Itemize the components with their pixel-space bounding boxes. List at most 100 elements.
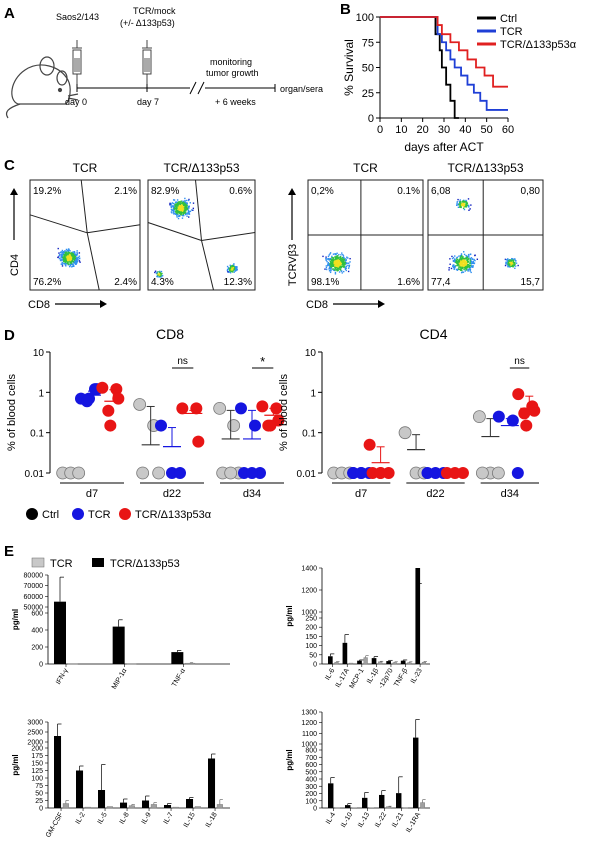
- flow-event-dot: [329, 260, 332, 263]
- panel-e: E TCR TCR/Δ133p53 0200400600500006000070…: [4, 543, 430, 839]
- flow-event-dot: [79, 261, 81, 263]
- flow-event-dot: [158, 276, 160, 278]
- flow-event-dot: [329, 270, 331, 272]
- flow-event-dot: [462, 258, 465, 261]
- y-tick-label: 2500: [27, 730, 43, 737]
- flow-event-dot: [459, 205, 461, 207]
- flow-event-dot: [70, 260, 72, 263]
- flow-event-dot: [333, 263, 335, 265]
- syringe-icon: [142, 40, 152, 84]
- flow-event-dot: [465, 265, 468, 267]
- flow-event-dot: [456, 256, 459, 258]
- flow-event-dot: [327, 255, 330, 258]
- flow-event-dot: [182, 206, 184, 208]
- x-tick-label: -12p70: [378, 667, 395, 689]
- data-point-d133: [363, 438, 376, 451]
- flow-event-dot: [181, 209, 183, 212]
- flow-event-dot: [182, 214, 185, 217]
- flow-event-dot: [57, 256, 60, 258]
- flow-event-dot: [340, 266, 342, 269]
- flow-event-dot: [173, 211, 175, 214]
- flow-event-dot: [57, 256, 59, 259]
- flow-event-dot: [182, 203, 185, 205]
- flow-event-dot: [61, 249, 64, 252]
- bar-tcr-d133: [328, 783, 334, 808]
- flow-event-dot: [70, 257, 73, 260]
- flow-event-dot: [331, 255, 333, 258]
- flow-event-dot: [448, 267, 450, 269]
- flow-event-dot: [68, 256, 70, 258]
- flow-event-dot: [471, 258, 473, 261]
- bar-tcr: [128, 805, 135, 809]
- flow-event-dot: [236, 268, 238, 271]
- flow-event-dot: [61, 259, 63, 262]
- gate-line: [29, 214, 88, 234]
- bar-tcr: [335, 807, 340, 809]
- panel-b: B 0 25 50 75 100 0 10 20 30 40 50 60 days after ACT%…: [340, 1, 577, 154]
- flow-event-dot: [66, 255, 69, 258]
- flow-event-dot: [470, 260, 473, 263]
- flow-event-dot: [61, 265, 64, 267]
- flow-event-dot: [464, 200, 467, 203]
- flow-event-dot: [172, 209, 174, 211]
- legend-tcr-swatch: [31, 557, 45, 568]
- survival-line-ctrl: [380, 16, 459, 119]
- y-tick-label: 100: [305, 798, 317, 805]
- x-tick-label: IL-15: [183, 811, 197, 828]
- flow-event-dot: [451, 255, 453, 258]
- flow-event-dot: [67, 258, 69, 260]
- flow-event-dot: [334, 264, 336, 267]
- flow-event-dot: [68, 259, 70, 262]
- flow-event-dot: [465, 255, 468, 257]
- flow-event-dot: [463, 268, 465, 271]
- flow-event-dot: [75, 259, 77, 261]
- flow-event-dot: [339, 263, 341, 266]
- flow-event-dot: [514, 261, 516, 264]
- y-axis-label: pg/ml: [11, 609, 20, 630]
- flow-event-dot: [462, 201, 464, 203]
- flow-event-dot: [178, 209, 180, 211]
- sig-label: ns: [514, 356, 525, 367]
- flow-event-dot: [186, 202, 188, 204]
- flow-x-label: CD8: [306, 299, 328, 311]
- flow-event-dot: [61, 263, 64, 266]
- x-arrow-head: [100, 300, 107, 308]
- flow-event-dot: [467, 206, 470, 208]
- x-tick-label: IL-18: [205, 811, 219, 828]
- flow-event-dot: [338, 253, 340, 256]
- panel-e-legend: TCR TCR/Δ133p53: [31, 557, 180, 570]
- flow-event-dot: [334, 253, 336, 256]
- flow-event-dot: [507, 265, 509, 268]
- flow-event-dot: [332, 259, 334, 262]
- flow-event-dot: [170, 206, 173, 209]
- flow-event-dot: [76, 250, 78, 252]
- bar-tcr-d133: [413, 737, 419, 808]
- flow-event-dot: [342, 253, 344, 256]
- bar-tcr-d133: [112, 626, 125, 664]
- y-tick-label: 1200: [301, 720, 317, 727]
- flow-event-dot: [63, 260, 65, 262]
- flow-event-dot: [73, 265, 75, 267]
- flow-event-dot: [349, 261, 351, 263]
- x-tick-label: 60: [502, 124, 514, 136]
- cd4-dotplot: CD4 0.01 0.1 1 10 % of blood cells d7 d22 d34 ns: [278, 326, 541, 500]
- survival-line-tcr: [380, 16, 508, 111]
- flow-event-dot: [325, 266, 328, 269]
- flow-event-dot: [174, 204, 176, 206]
- data-point-d133: [176, 402, 189, 415]
- flow-event-dot: [454, 266, 456, 269]
- flow-event-dot: [188, 198, 190, 201]
- flow-event-dot: [466, 266, 468, 268]
- flow-event-dot: [465, 263, 467, 266]
- flow-event-dot: [463, 264, 465, 267]
- flow-event-dot: [226, 269, 229, 272]
- flow-event-dot: [160, 273, 162, 276]
- flow-event-dot: [70, 262, 73, 264]
- bar-tcr: [392, 662, 397, 665]
- flow-event-dot: [233, 263, 235, 265]
- x-arrow-head: [378, 300, 385, 308]
- flow-event-dot: [460, 271, 463, 274]
- flow-event-dot: [455, 268, 458, 271]
- flow-event-dot: [177, 213, 179, 216]
